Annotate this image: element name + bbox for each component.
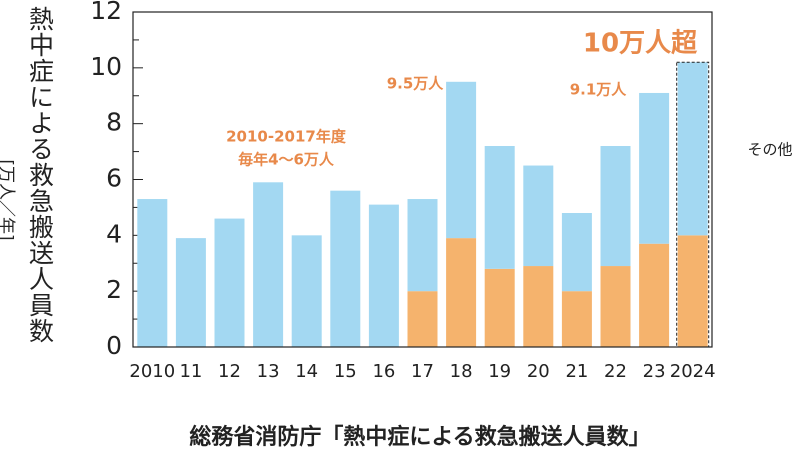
bar-segment bbox=[446, 238, 477, 347]
bar-segment bbox=[330, 190, 361, 347]
bar-segment bbox=[523, 266, 554, 347]
bar-segment bbox=[639, 243, 670, 347]
x-tick-label: 2024 bbox=[670, 361, 716, 382]
x-tick-label: 22 bbox=[604, 361, 627, 382]
annotation: 9.1万人 bbox=[570, 81, 628, 99]
bar-segment bbox=[175, 238, 206, 347]
bar-segment bbox=[484, 146, 515, 269]
bar-segment bbox=[639, 92, 670, 244]
bar-segment bbox=[407, 199, 438, 292]
bar-segment bbox=[561, 291, 592, 347]
x-tick-label: 17 bbox=[411, 361, 434, 382]
x-tick-label: 23 bbox=[643, 361, 666, 382]
annotation: 2010-2017年度 bbox=[226, 128, 347, 146]
annotation: 毎年4〜6万人 bbox=[238, 151, 335, 169]
y-tick-label: 6 bbox=[106, 164, 122, 193]
bar-segment bbox=[407, 291, 438, 347]
bar-segment bbox=[523, 165, 554, 267]
x-tick-label: 16 bbox=[372, 361, 395, 382]
bar-segment bbox=[600, 266, 631, 347]
legend-label: その他 bbox=[747, 141, 792, 159]
source: 総務省消防庁「熱中症による救急搬送人員数」 bbox=[189, 424, 650, 450]
x-tick-label: 20 bbox=[527, 361, 550, 382]
annotation: 10万人超 bbox=[583, 29, 698, 59]
y-tick-label: 12 bbox=[90, 0, 122, 25]
x-tick-label: 2010 bbox=[129, 361, 175, 382]
bar-segment bbox=[253, 182, 284, 347]
y-axis-unit: [万人／年] bbox=[0, 159, 16, 240]
y-axis-title: 熱中症による救急搬送人員数 bbox=[26, 6, 55, 344]
bar-segment bbox=[677, 235, 708, 347]
bar-segment bbox=[561, 213, 592, 292]
bar-segment bbox=[677, 62, 708, 236]
x-tick-label: 14 bbox=[295, 361, 318, 382]
bar-segment bbox=[446, 81, 477, 239]
x-tick-label: 13 bbox=[257, 361, 280, 382]
y-tick-label: 8 bbox=[106, 108, 122, 137]
x-tick-label: 12 bbox=[218, 361, 241, 382]
bar-segment bbox=[137, 199, 168, 347]
bar-segment bbox=[214, 218, 245, 347]
bar-segment bbox=[368, 204, 399, 347]
x-tick-label: 19 bbox=[488, 361, 511, 382]
y-tick-label: 4 bbox=[106, 219, 122, 248]
plot-frame bbox=[132, 11, 713, 348]
x-tick-label: 11 bbox=[179, 361, 202, 382]
bar-segment bbox=[484, 268, 515, 347]
x-tick-label: 21 bbox=[565, 361, 588, 382]
bar-segment bbox=[600, 146, 631, 267]
bar-segment bbox=[291, 235, 322, 347]
y-tick-label: 2 bbox=[106, 275, 122, 304]
annotation: 9.5万人 bbox=[387, 75, 445, 93]
x-tick-label: 18 bbox=[450, 361, 473, 382]
y-tick-label: 10 bbox=[90, 52, 122, 81]
y-tick-label: 0 bbox=[106, 331, 122, 360]
x-tick-label: 15 bbox=[334, 361, 357, 382]
